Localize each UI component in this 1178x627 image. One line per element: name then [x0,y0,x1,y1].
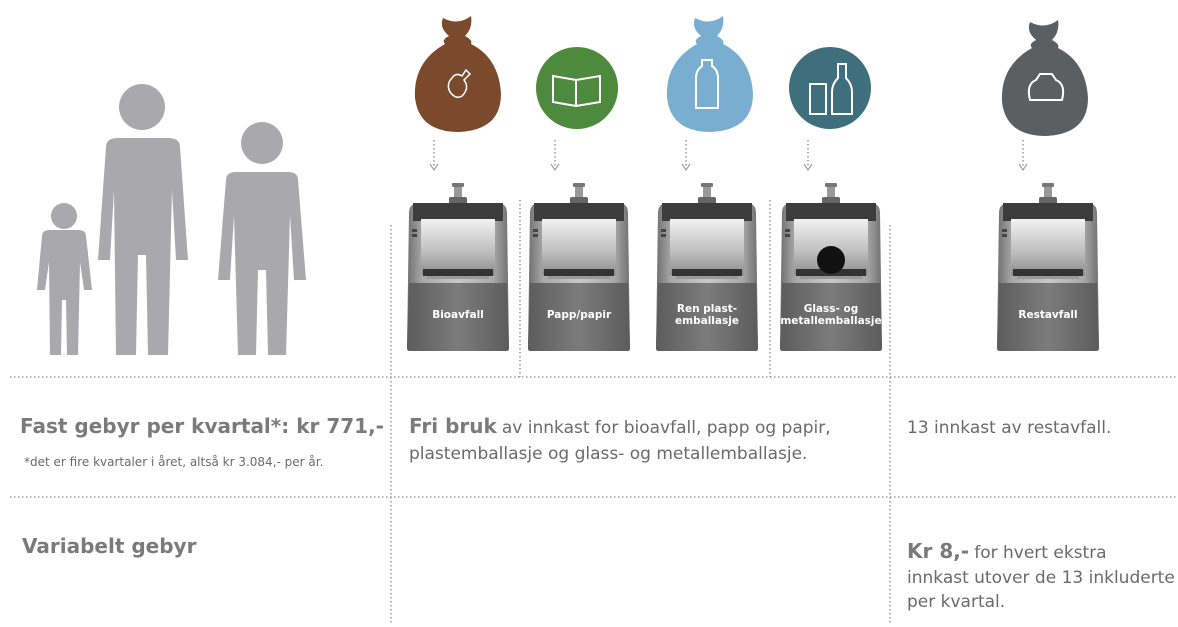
price-text: for hvert ekstra [974,543,1106,563]
bin [407,183,509,351]
bin-label: emballasje [675,315,739,327]
glass-circle [789,47,871,129]
plastic-bag [667,16,753,132]
price-text: innkast utover de 13 inkluderte [907,568,1175,588]
bin-label: Restavfall [1018,309,1077,321]
bin [528,183,630,351]
bin-label: Ren plast- [677,303,737,315]
bin-label: Papp/papir [547,309,612,321]
free-use-text: plastemballasje og glass- og metallembal… [409,444,807,464]
fixed-fee-note: *det er fire kvartaler i året, altså kr … [24,455,323,469]
glass-hole [817,246,845,274]
price-bold: Kr 8,- [907,539,969,563]
free-use-bold: Fri bruk [409,414,497,438]
arrow-heads [430,164,1027,170]
free-use-text: av innkast for bioavfall, papp og papir, [502,418,831,438]
rest-bag [1002,20,1088,136]
price-line: Kr 8,- for hvert ekstra [907,539,1107,563]
variable-fee-title: Variabelt gebyr [22,534,197,558]
residual-text: 13 innkast av restavfall. [907,418,1111,438]
infographic: Bioavfall Papp/papir Ren plast-emballasje G… [0,0,1178,623]
bin-label: metallemballasje [780,315,881,327]
bin-label: Bioavfall [432,309,484,321]
bin [997,183,1099,351]
fixed-fee-title: Fast gebyr per kvartal*: kr 771,- [20,414,384,438]
free-use-line: Fri bruk av innkast for bioavfall, papp … [409,414,831,438]
people [37,84,306,355]
price-text: per kvartal. [907,592,1005,612]
arrows [434,140,1023,168]
bin-label: Glass- og [804,303,859,315]
